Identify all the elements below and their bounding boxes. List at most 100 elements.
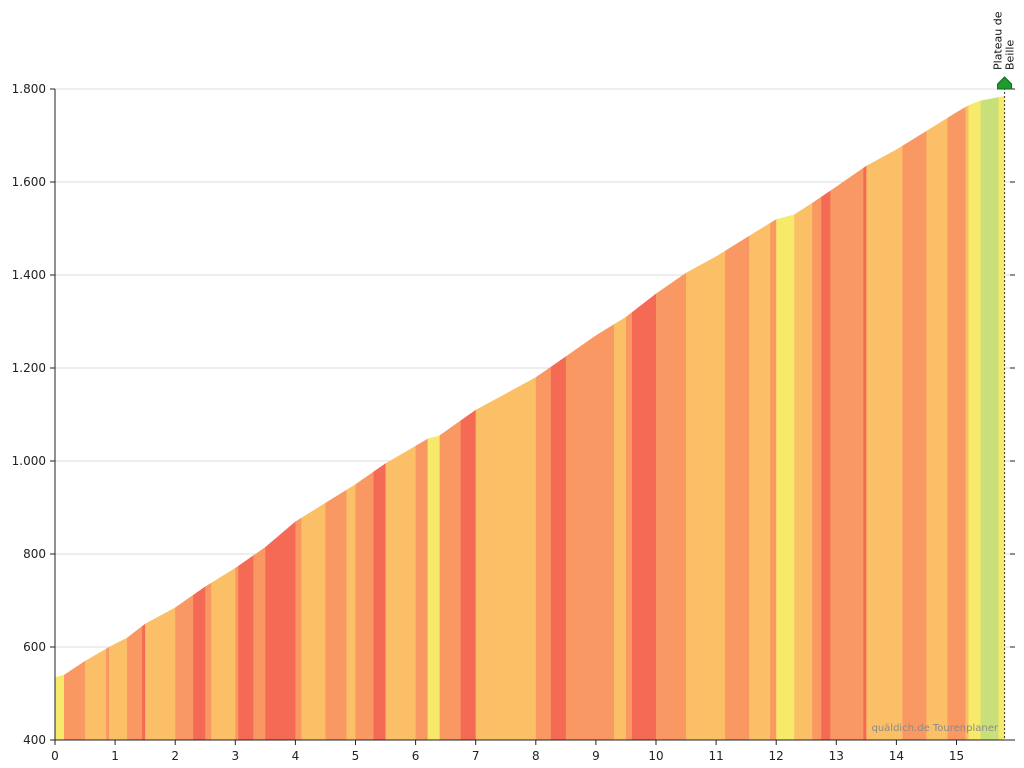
gradient-bands <box>55 96 1005 740</box>
gradient-band-230 <box>746 96 750 740</box>
x-tick-label-12: 12 <box>769 749 784 763</box>
gradient-band-199 <box>653 96 657 740</box>
y-tick-label-1: 600 <box>23 640 46 654</box>
gradient-band-213 <box>695 96 699 740</box>
gradient-band-83 <box>304 96 308 740</box>
gradient-band-255 <box>821 96 825 740</box>
gradient-band-58 <box>229 96 233 740</box>
gradient-band-194 <box>637 96 642 740</box>
gradient-band-315 <box>1001 96 1005 740</box>
gradient-band-229 <box>743 96 747 740</box>
gradient-band-0 <box>55 96 59 740</box>
gradient-band-127 <box>436 96 441 740</box>
gradient-band-119 <box>412 96 416 740</box>
gradient-band-141 <box>478 96 483 740</box>
gradient-band-256 <box>824 96 828 740</box>
gradient-band-117 <box>406 96 410 740</box>
gradient-band-143 <box>484 96 489 740</box>
gradient-band-233 <box>755 96 759 740</box>
gradient-band-195 <box>640 96 645 740</box>
gradient-band-108 <box>379 96 383 740</box>
gradient-band-197 <box>646 96 651 740</box>
gradient-band-306 <box>974 96 978 740</box>
gradient-band-115 <box>400 96 404 740</box>
y-tick-label-0: 400 <box>23 733 46 747</box>
gradient-band-46 <box>193 96 197 740</box>
gradient-band-217 <box>707 96 711 740</box>
gradient-band-266 <box>854 96 858 740</box>
gradient-band-209 <box>683 96 687 740</box>
gradient-band-259 <box>833 96 837 740</box>
gradient-band-174 <box>577 96 582 740</box>
gradient-band-123 <box>424 96 429 740</box>
gradient-band-169 <box>562 96 567 740</box>
gradient-band-64 <box>247 96 251 740</box>
gradient-band-263 <box>845 96 849 740</box>
gradient-band-28 <box>139 96 143 740</box>
gradient-band-94 <box>337 96 341 740</box>
gradient-band-39 <box>172 96 176 740</box>
gradient-band-80 <box>295 96 299 740</box>
y-tick-label-5: 1.400 <box>12 268 46 282</box>
gradient-band-92 <box>331 96 335 740</box>
gradient-band-276 <box>884 96 888 740</box>
gradient-band-76 <box>283 96 287 740</box>
gradient-band-304 <box>968 96 972 740</box>
x-tick-label-15: 15 <box>949 749 964 763</box>
gradient-band-196 <box>643 96 648 740</box>
gradient-band-152 <box>511 96 516 740</box>
gradient-band-297 <box>947 96 951 740</box>
gradient-band-170 <box>565 96 570 740</box>
gradient-band-2 <box>61 96 65 740</box>
gradient-band-235 <box>761 96 765 740</box>
gradient-band-40 <box>175 96 179 740</box>
gradient-band-228 <box>740 96 744 740</box>
gradient-band-26 <box>133 96 137 740</box>
gradient-band-286 <box>914 96 918 740</box>
gradient-band-251 <box>809 96 813 740</box>
gradient-band-142 <box>481 96 486 740</box>
gradient-band-25 <box>130 96 134 740</box>
gradient-band-131 <box>448 96 453 740</box>
gradient-band-1 <box>58 96 62 740</box>
gradient-band-252 <box>812 96 816 740</box>
gradient-band-14 <box>97 96 101 740</box>
gradient-band-161 <box>538 96 543 740</box>
gradient-band-9 <box>82 96 86 740</box>
gradient-band-71 <box>268 96 272 740</box>
gradient-band-50 <box>205 96 209 740</box>
gradient-band-282 <box>902 96 906 740</box>
gradient-band-129 <box>442 96 447 740</box>
gradient-band-49 <box>202 96 206 740</box>
gradient-band-219 <box>713 96 717 740</box>
gradient-band-63 <box>244 96 248 740</box>
gradient-band-298 <box>950 96 954 740</box>
gradient-band-225 <box>731 96 735 740</box>
gradient-band-222 <box>722 96 726 740</box>
gradient-band-101 <box>358 96 362 740</box>
gradient-band-15 <box>100 96 104 740</box>
gradient-band-103 <box>364 96 368 740</box>
gradient-band-163 <box>544 96 549 740</box>
y-tick-label-7: 1.800 <box>12 82 46 96</box>
gradient-band-56 <box>223 96 227 740</box>
x-tick-label-5: 5 <box>352 749 360 763</box>
gradient-band-205 <box>671 96 675 740</box>
gradient-band-96 <box>343 96 347 740</box>
gradient-band-118 <box>409 96 413 740</box>
gradient-band-215 <box>701 96 705 740</box>
gradient-band-218 <box>710 96 714 740</box>
gradient-band-167 <box>556 96 561 740</box>
gradient-band-86 <box>313 96 317 740</box>
gradient-band-19 <box>112 96 116 740</box>
gradient-band-68 <box>259 96 263 740</box>
gradient-band-247 <box>797 96 801 740</box>
summit-flag-icon <box>997 76 1013 90</box>
gradient-band-67 <box>256 96 260 740</box>
gradient-band-299 <box>953 96 957 740</box>
gradient-band-179 <box>592 96 597 740</box>
gradient-band-159 <box>532 96 537 740</box>
gradient-band-308 <box>980 96 984 740</box>
gradient-band-173 <box>574 96 579 740</box>
